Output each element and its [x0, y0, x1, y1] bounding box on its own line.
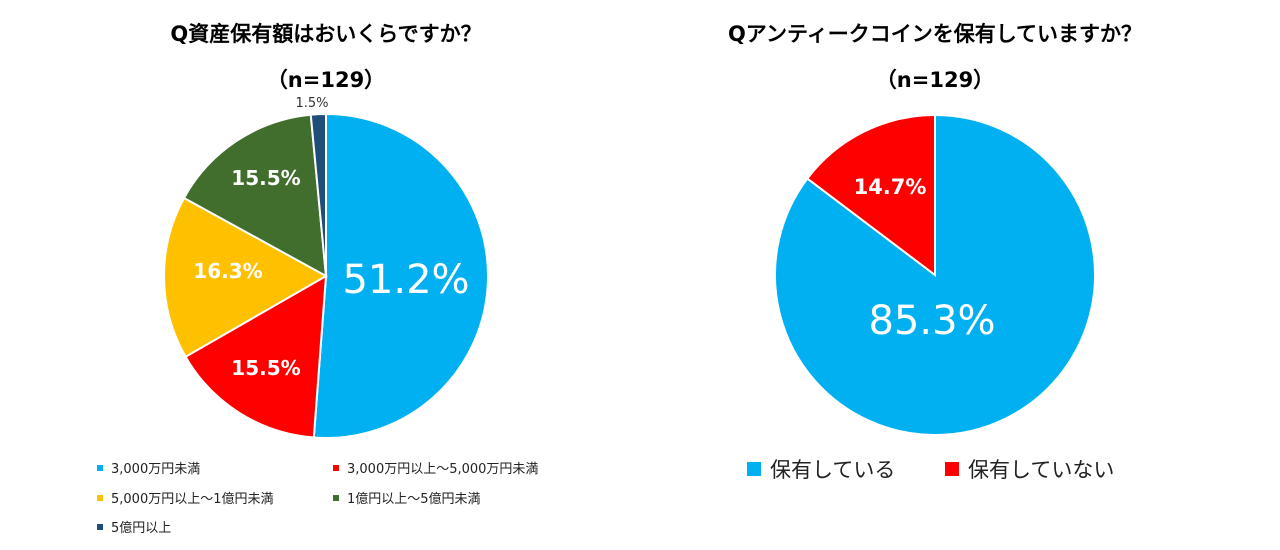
chart-2-slice-1 [805, 113, 936, 278]
chart-2-legend-label-1: 保有していない [968, 458, 1115, 482]
chart-2-data-label-0: 85.3% [868, 298, 995, 344]
chart-1-legend-label-0: 3,000万円未満 [111, 462, 201, 477]
chart-1-data-label-2: 16.3% [193, 259, 262, 283]
chart-1-data-label-0: 51.2% [342, 257, 469, 303]
chart-1-legend-label-3: 1億円以上～5億円未満 [347, 492, 481, 507]
chart-2-legend-label-0: 保有している [770, 458, 896, 482]
chart-1-legend-label-2: 5,000万円以上～1億円未満 [111, 492, 274, 507]
chart-1-slice-0 [312, 112, 489, 439]
chart-2-data-label-1: 14.7% [854, 175, 927, 199]
chart-1-sample-size: （n=129） [266, 68, 386, 92]
chart-2-legend-item-1: 保有していない [945, 454, 1114, 484]
chart-1-legend-swatch-1 [333, 464, 339, 471]
chart-1-slice-3 [182, 113, 328, 278]
chart-1-legend-item-4: 5億円以上 [97, 517, 171, 536]
chart-2-legend-swatch-0 [747, 462, 761, 476]
chart-1-legend-item-0: 3,000万円未満 [97, 458, 200, 477]
chart-1-legend-swatch-4 [97, 523, 103, 530]
chart-1-legend-item-2: 5,000万円以上～1億円未満 [97, 488, 274, 507]
chart-1-data-label-1: 15.5% [231, 356, 300, 380]
chart-1-slice-4 [309, 112, 327, 277]
chart-1-slice-2 [163, 196, 329, 359]
chart-1-data-label-4: 1.5% [295, 96, 328, 111]
chart-1-legend-label-1: 3,000万円以上～5,000万円未満 [347, 462, 539, 477]
chart-1-legend-label-4: 5億円以上 [111, 521, 172, 536]
chart-1-slice-1 [184, 274, 328, 439]
chart-2-legend-swatch-1 [945, 462, 959, 476]
chart-1-legend-swatch-0 [97, 464, 103, 471]
chart-2-title: Qアンティークコインを保有していますか？ [727, 22, 1143, 46]
chart-1-title: Q資産保有額はおいくらですか？ [170, 22, 482, 46]
chart-1-legend-item-3: 1億円以上～5億円未満 [333, 488, 481, 507]
chart-1-legend-swatch-3 [333, 494, 339, 501]
chart-2-sample-size: （n=129） [875, 68, 995, 92]
chart-1-data-label-3: 15.5% [231, 166, 300, 190]
chart-1-legend-swatch-2 [97, 494, 103, 501]
chart-2-legend-item-0: 保有している [747, 454, 895, 484]
chart-1-legend-item-1: 3,000万円以上～5,000万円未満 [333, 458, 538, 477]
